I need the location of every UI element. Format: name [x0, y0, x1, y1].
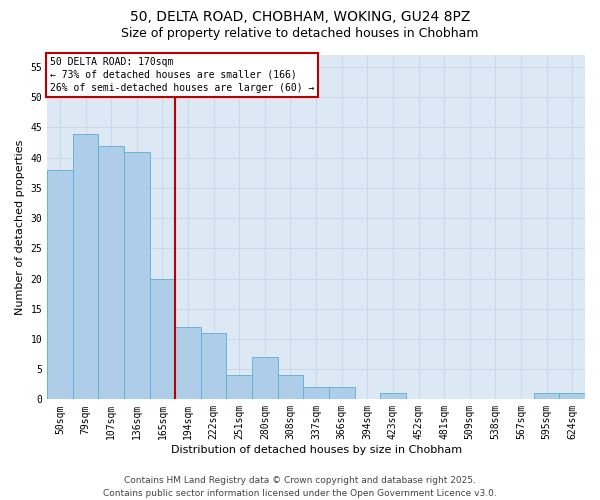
Y-axis label: Number of detached properties: Number of detached properties: [15, 140, 25, 315]
Bar: [329, 388, 355, 400]
Bar: [201, 333, 226, 400]
Bar: [149, 278, 175, 400]
Bar: [252, 357, 278, 400]
Bar: [175, 327, 201, 400]
Text: Contains HM Land Registry data © Crown copyright and database right 2025.
Contai: Contains HM Land Registry data © Crown c…: [103, 476, 497, 498]
Bar: [98, 146, 124, 400]
Text: Size of property relative to detached houses in Chobham: Size of property relative to detached ho…: [121, 28, 479, 40]
Bar: [559, 394, 585, 400]
Bar: [47, 170, 73, 400]
Bar: [303, 388, 329, 400]
Bar: [73, 134, 98, 400]
Bar: [278, 375, 303, 400]
Bar: [226, 375, 252, 400]
X-axis label: Distribution of detached houses by size in Chobham: Distribution of detached houses by size …: [170, 445, 461, 455]
Bar: [124, 152, 149, 400]
Text: 50 DELTA ROAD: 170sqm
← 73% of detached houses are smaller (166)
26% of semi-det: 50 DELTA ROAD: 170sqm ← 73% of detached …: [50, 56, 314, 93]
Text: 50, DELTA ROAD, CHOBHAM, WOKING, GU24 8PZ: 50, DELTA ROAD, CHOBHAM, WOKING, GU24 8P…: [130, 10, 470, 24]
Bar: [380, 394, 406, 400]
Bar: [534, 394, 559, 400]
